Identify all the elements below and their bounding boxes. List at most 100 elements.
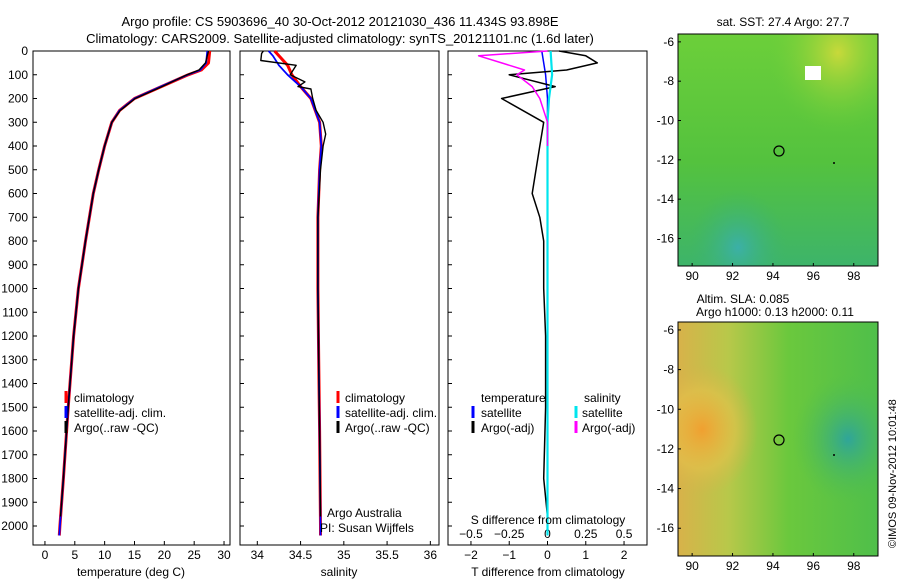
y-tick-label: 1900 — [1, 495, 28, 509]
y-tick-label: 500 — [8, 163, 28, 177]
argo-australia-note: Argo Australia — [327, 506, 402, 520]
y-tick-label: 1100 — [2, 305, 28, 319]
x-tick-label: 2 — [621, 548, 628, 562]
x-tick-label: −1 — [502, 548, 516, 562]
t-difference-axis-label: T difference from climatology — [471, 565, 625, 579]
s-tick-label: 0.25 — [574, 527, 598, 541]
no-data-patch — [805, 66, 821, 80]
legend-temperature-header: temperature — [481, 391, 546, 405]
x-tick-label: 34 — [251, 548, 265, 562]
map-y-tick-label: -6 — [663, 323, 674, 337]
legend-salinity-header: salinity — [584, 391, 621, 405]
y-tick-label: 1000 — [1, 282, 28, 296]
imos-timestamp: ©IMOS 09-Nov-2012 10:01:48 — [887, 399, 899, 548]
y-tick-label: 2000 — [1, 519, 28, 533]
y-tick-label: 1300 — [1, 353, 28, 367]
legend-t-argo-label: Argo(-adj) — [481, 421, 534, 435]
y-tick-label: 700 — [8, 210, 28, 224]
map-x-tick-label: 92 — [726, 559, 740, 573]
y-tick-label: 1500 — [1, 400, 28, 414]
series-line-temperature-argo-adj- — [500, 50, 599, 517]
series-line-satellite-adj-clim- — [267, 50, 323, 536]
legend-argo-label: Argo(..raw -QC) — [345, 421, 430, 435]
salinity-axis-label: salinity — [321, 565, 358, 579]
series-line-argo-raw-qc- — [260, 50, 327, 517]
x-tick-label: 1 — [582, 548, 589, 562]
profile-dot — [833, 162, 835, 164]
header-line-2: Climatology: CARS2009. Satellite-adjuste… — [86, 31, 594, 46]
x-tick-label: 0 — [544, 548, 551, 562]
legend-satellite-label: satellite-adj. clim. — [74, 406, 166, 420]
y-tick-label: 600 — [8, 187, 28, 201]
sst-map — [677, 33, 879, 267]
temperature-plot-frame — [32, 50, 231, 546]
map-y-tick-label: -8 — [663, 363, 674, 377]
legend-t-satellite-label: satellite — [481, 406, 522, 420]
map-y-tick-label: -16 — [657, 231, 675, 245]
x-tick-label: 30 — [217, 548, 231, 562]
series-line-climatology — [273, 49, 323, 536]
y-tick-label: 200 — [8, 92, 28, 106]
y-tick-label: 1700 — [1, 448, 28, 462]
pi-name-note: PI: Susan Wijffels — [320, 521, 414, 535]
x-tick-label: 0 — [42, 548, 49, 562]
x-tick-label: 35.5 — [375, 548, 399, 562]
s-tick-label: −0.25 — [494, 527, 525, 541]
y-tick-label: 400 — [8, 139, 28, 153]
profile-dot — [833, 454, 835, 456]
series-line-argo-raw-qc- — [59, 50, 210, 517]
sla-map — [677, 321, 879, 557]
y-tick-label: 100 — [8, 68, 28, 82]
map-x-tick-label: 90 — [685, 269, 699, 283]
s-tick-label: −0.5 — [459, 527, 483, 541]
map-x-tick-label: 90 — [685, 559, 699, 573]
y-tick-label: 0 — [21, 44, 28, 58]
series-line-salinity-satellite — [546, 50, 554, 536]
map-y-tick-label: -14 — [657, 192, 675, 206]
series-line-satellite-adj-clim- — [58, 50, 209, 536]
sla-map-subtitle: Argo h1000: 0.13 h2000: 0.11 — [696, 305, 854, 319]
map-x-tick-label: 98 — [847, 269, 861, 283]
y-tick-label: 900 — [8, 258, 28, 272]
argo-location-marker — [773, 145, 785, 157]
y-tick-label: 300 — [8, 115, 28, 129]
legend-s-satellite-label: satellite — [582, 406, 623, 420]
map-x-tick-label: 94 — [766, 559, 780, 573]
y-tick-label: 800 — [8, 234, 28, 248]
s-tick-label: 0.5 — [616, 527, 633, 541]
sla-map-title: Altim. SLA: 0.085 — [697, 292, 790, 306]
map-y-tick-label: -14 — [657, 482, 675, 496]
x-tick-label: 20 — [158, 548, 172, 562]
map-y-tick-label: -16 — [657, 521, 675, 535]
legend-satellite-label: satellite-adj. clim. — [345, 406, 437, 420]
map-x-tick-label: 94 — [766, 269, 780, 283]
series-line-salinity-argo-adj- — [477, 50, 549, 146]
y-tick-label: 1600 — [1, 424, 28, 438]
map-y-tick-label: -12 — [657, 153, 675, 167]
legend-argo-label: Argo(..raw -QC) — [74, 421, 159, 435]
map-x-tick-label: 98 — [847, 559, 861, 573]
map-y-tick-label: -10 — [657, 114, 675, 128]
x-tick-label: 36 — [424, 548, 438, 562]
difference-legend: temperature salinity satellite Argo(-adj… — [471, 391, 635, 435]
sst-map-title: sat. SST: 27.4 Argo: 27.7 — [717, 15, 850, 29]
map-y-tick-label: -10 — [657, 402, 675, 416]
x-tick-label: 25 — [188, 548, 202, 562]
y-tick-label: 1800 — [1, 472, 28, 486]
map-y-tick-label: -6 — [663, 35, 674, 49]
legend-s-argo-label: Argo(-adj) — [582, 421, 635, 435]
map-x-tick-label: 96 — [807, 559, 821, 573]
argo-location-marker — [773, 434, 785, 446]
x-tick-label: 34.5 — [289, 548, 313, 562]
x-tick-label: 10 — [98, 548, 112, 562]
temperature-legend: climatology satellite-adj. clim. Argo(..… — [64, 391, 166, 435]
header-line-1: Argo profile: CS 5903696_40 30-Oct-2012 … — [121, 14, 558, 29]
y-tick-label: 1400 — [1, 377, 28, 391]
x-tick-label: 5 — [71, 548, 78, 562]
salinity-legend: climatology satellite-adj. clim. Argo(..… — [336, 391, 437, 435]
x-tick-label: 35 — [337, 548, 351, 562]
map-x-tick-label: 96 — [807, 269, 821, 283]
legend-climatology-label: climatology — [74, 391, 134, 405]
map-x-tick-label: 92 — [726, 269, 740, 283]
